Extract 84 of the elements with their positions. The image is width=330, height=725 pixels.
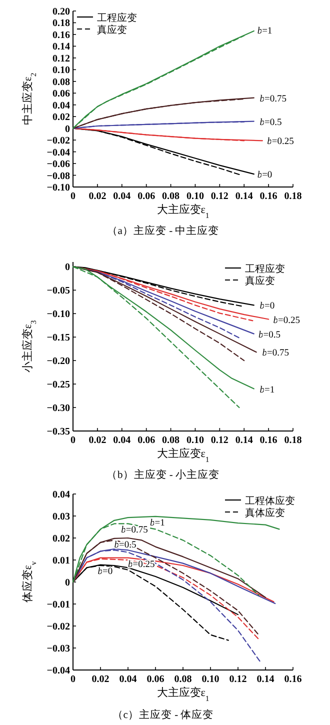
legend-label: 工程应变: [97, 12, 137, 24]
x-tick-label: 0.14: [256, 674, 274, 685]
x-axis-title: 大主应变ε$_{1}$: [156, 447, 210, 464]
x-axis-title: 大主应变ε$_{1}$: [156, 686, 210, 702]
y-tick-label: 0: [65, 262, 70, 274]
x-tick-label: 0.10: [186, 435, 204, 446]
annotation: b=0: [260, 302, 275, 312]
y-tick-label: 0.02: [52, 534, 70, 544]
x-tick-label: 0.18: [284, 435, 302, 446]
x-tick-label: 0.02: [88, 435, 106, 446]
y-tick-label: −0.02: [46, 136, 70, 147]
y-tick-label: −0.01: [46, 600, 70, 610]
annotation: b=0.5: [258, 330, 281, 340]
x-tick-label: 0.16: [260, 435, 278, 446]
x-tick-label: 0.06: [138, 435, 156, 446]
y-tick-label: 0.16: [52, 30, 70, 41]
text: （a）主应变 - 中主应变: [106, 224, 220, 237]
x-tick-label: 0.06: [138, 191, 156, 202]
x-tick-label: 0.04: [119, 674, 137, 685]
legend-label: 真应变: [245, 275, 275, 287]
y-tick-label: −0.20: [46, 356, 70, 368]
y-tick-label: 0.01: [52, 556, 70, 566]
y-tick-label: −0.03: [46, 644, 70, 654]
annotation: b=0: [98, 567, 113, 578]
y-tick-label: 0.20: [52, 6, 70, 18]
x-tick-label: 0.08: [162, 435, 180, 446]
x-tick-label: 0.08: [162, 191, 180, 202]
y-tick-label: 0.10: [52, 65, 70, 76]
y-tick-label: 0.18: [52, 18, 70, 30]
y-tick-label: 0.04: [52, 490, 70, 500]
x-tick-label: 0.04: [113, 435, 131, 446]
x-tick-label: 0.14: [235, 435, 253, 446]
annotation: b=0.75: [260, 94, 287, 104]
y-tick-label: −0.04: [46, 666, 70, 676]
y-tick-label: 0.03: [52, 512, 70, 522]
x-tick-label: 0.18: [284, 191, 302, 202]
x-tick-label: 0.10: [186, 191, 204, 202]
y-tick-label: −0.35: [46, 426, 70, 438]
annotation: b=1: [150, 518, 166, 529]
y-tick-label: −0.08: [46, 170, 70, 182]
x-tick-label: 0.16: [284, 674, 302, 685]
x-tick-label: 0.08: [174, 674, 192, 685]
y-tick-label: −0.10: [46, 182, 70, 194]
annotation: b=0.25: [267, 137, 294, 148]
y-tick-label: −0.05: [46, 286, 70, 297]
y-tick-label: 0.04: [52, 100, 70, 112]
annotation: b=0.75: [121, 526, 148, 536]
y-tick-label: −0.15: [46, 332, 70, 344]
y-tick-label: −0.25: [46, 380, 70, 391]
y-tick-label: 0: [65, 578, 70, 588]
y-tick-label: −0.10: [46, 309, 70, 320]
annotation: b=1: [260, 385, 275, 396]
y-tick-label: −0.30: [46, 403, 70, 414]
y-tick-label: 0.12: [52, 53, 70, 64]
y-tick-label: −0.04: [46, 147, 70, 158]
y-tick-label: −0.06: [46, 159, 70, 170]
y-tick-label: 0.14: [52, 42, 70, 53]
y-tick-label: −0.02: [46, 622, 70, 632]
x-tick-label: 0.10: [202, 674, 220, 685]
annotation: b=0.25: [128, 560, 155, 570]
x-tick-label: 0.12: [229, 674, 247, 685]
legend-label: 工程应变: [245, 263, 285, 275]
x-tick-label: 0.02: [88, 191, 106, 202]
x-tick-label: 0.04: [113, 191, 131, 202]
annotation: b=0.75: [262, 348, 290, 359]
x-tick-label: 0.14: [235, 191, 253, 202]
y-tick-label: 0.08: [52, 76, 70, 88]
x-tick-label: 0.02: [92, 674, 110, 685]
x-tick-label: 0.06: [146, 674, 164, 685]
text: （c）主应变 - 体应变: [112, 708, 214, 721]
y-tick-label: 0: [65, 124, 70, 135]
annotation: b=0.25: [273, 316, 300, 326]
y-tick-label: 0.06: [52, 88, 70, 100]
legend-label: 真应变: [97, 24, 127, 36]
text: （b）主应变 - 小主应变: [106, 468, 220, 481]
x-tick-label: 0.16: [260, 191, 278, 202]
annotation: b=0.5: [114, 540, 136, 550]
x-tick-label: 0.12: [210, 435, 228, 446]
legend-label: 工程体应变: [245, 495, 295, 507]
x-tick-label: 0.12: [210, 191, 228, 202]
legend-label: 真体应变: [245, 507, 285, 519]
annotation: b=0.5: [260, 118, 282, 128]
x-axis-title: 大主应变ε$_{1}$: [156, 203, 210, 220]
y-tick-label: 0.02: [52, 112, 70, 124]
